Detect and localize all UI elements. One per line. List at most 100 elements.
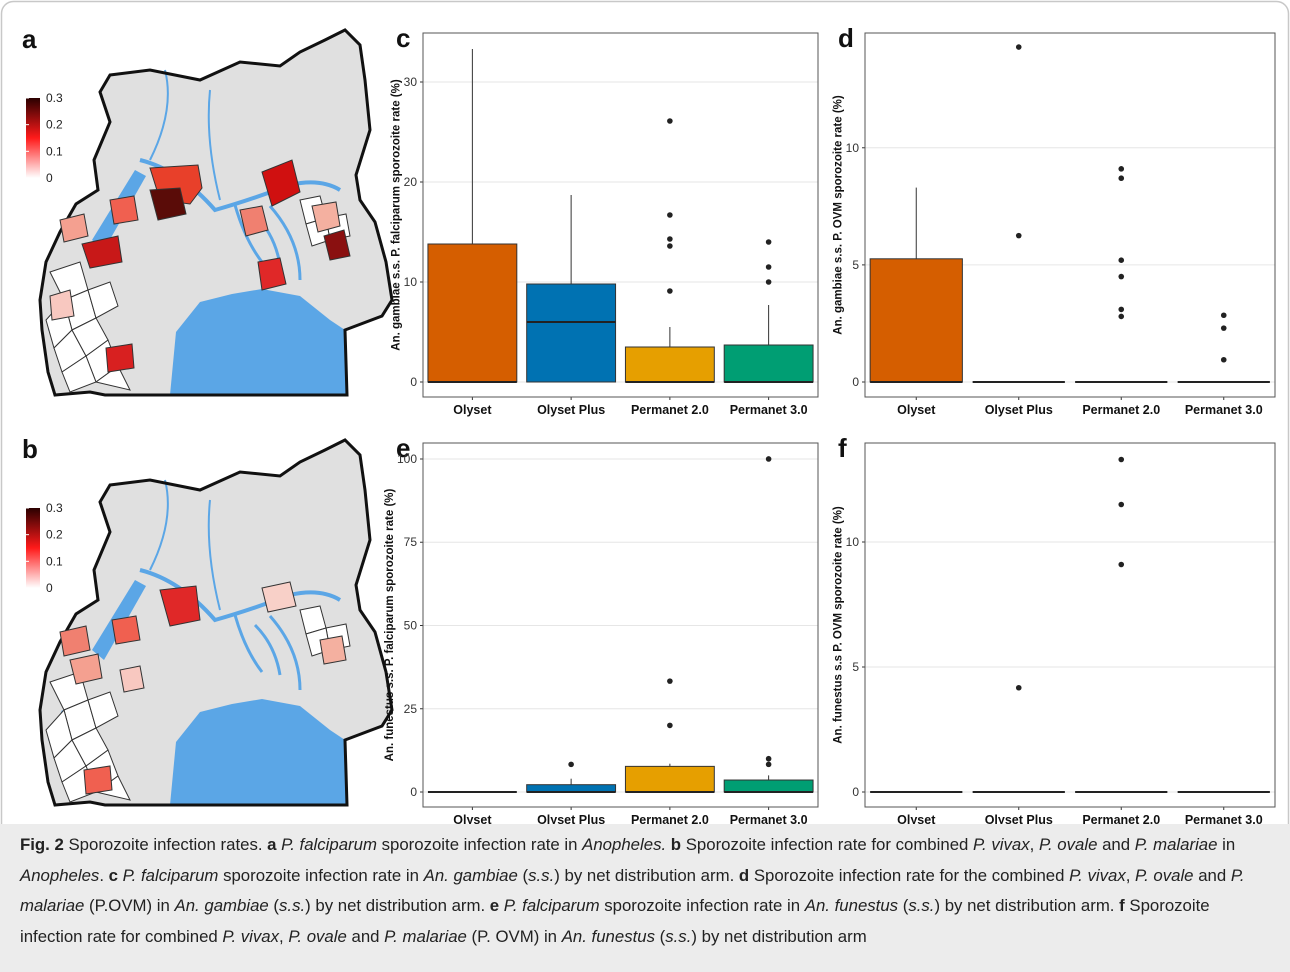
caption-run: (P.OVM) in (84, 896, 175, 915)
outlier (1015, 232, 1022, 239)
x-tick-label: Permanet 3.0 (1185, 813, 1263, 824)
x-tick-label: Permanet 3.0 (730, 403, 808, 417)
caption-run: An. gambiae (174, 896, 269, 915)
outlier (1118, 273, 1125, 280)
outlier (1015, 684, 1022, 691)
legend-tick-label: 0.1 (46, 144, 63, 158)
x-tick-label: Permanet 2.0 (1082, 813, 1160, 824)
box (526, 283, 617, 383)
box (624, 765, 715, 793)
x-tick-label: Olyset (453, 403, 492, 417)
y-tick-label: 75 (404, 535, 418, 549)
caption-run: ( (654, 926, 666, 946)
figure-frame (0, 0, 1290, 824)
map-panel (38, 28, 394, 397)
panel-label: a (22, 24, 37, 54)
caption-run: Fig. 2 (20, 835, 69, 854)
outlier (667, 678, 673, 684)
caption-run: s.s. (908, 896, 935, 915)
caption-run: P. vivax (222, 926, 280, 946)
outlier (1118, 313, 1125, 320)
y-axis-title: An. funestus s.s P. OVM sporozoite rate … (833, 506, 845, 744)
legend-tick-label: 0.3 (46, 501, 63, 515)
caption-run: An. funestus (804, 896, 899, 915)
outlier (765, 264, 772, 270)
panel-label: e (396, 433, 410, 463)
outlier (1118, 175, 1125, 182)
legend-tick-label: 0.1 (46, 554, 63, 568)
outlier (1220, 312, 1227, 319)
legend-tick-label: 0 (46, 171, 53, 185)
caption-run: b (670, 835, 686, 854)
outlier (1118, 561, 1125, 568)
caption-run: sporozoite infection rate in (218, 865, 424, 885)
caption-run: . (99, 865, 109, 885)
panel-label: c (396, 23, 410, 53)
legend-tick-label: 0.3 (46, 91, 63, 105)
plot-background (865, 443, 1275, 807)
legend-tick-label: 0.2 (46, 528, 63, 542)
outlier (568, 761, 574, 768)
caption-run: s.s. (279, 896, 306, 915)
panel-label: d (838, 23, 854, 53)
plot-border (422, 442, 819, 808)
caption-run: Anopheles. (582, 835, 671, 854)
plot-border (864, 32, 1276, 398)
y-axis-title: An. gambiae s.s. P. OVM sporozoite rate … (833, 95, 845, 335)
caption-run: f (1119, 896, 1130, 915)
caption-run: ( (517, 865, 529, 885)
caption-run: s.s. (528, 865, 555, 885)
box (624, 346, 715, 383)
box (723, 344, 814, 383)
outlier (667, 212, 673, 218)
y-tick-label: 0 (410, 375, 417, 389)
caption-run: P. falciparum (281, 835, 377, 854)
caption-run: P. malariae (1134, 835, 1218, 854)
caption-run: a (267, 835, 282, 854)
y-tick-label: 100 (397, 452, 417, 466)
caption-run: , (279, 926, 289, 946)
x-tick-label: Permanet 3.0 (1185, 403, 1263, 417)
y-tick-label: 50 (404, 618, 418, 632)
outlier (1015, 44, 1022, 50)
plot-border (864, 442, 1276, 808)
outlier (1118, 257, 1125, 264)
outlier (765, 456, 772, 462)
x-tick-label: Olyset (453, 813, 492, 824)
caption-run: P. ovale (1038, 835, 1098, 854)
caption-run: P. ovale (288, 926, 347, 946)
y-tick-label: 25 (404, 702, 418, 716)
caption-run: An. gambiae (423, 865, 518, 885)
x-tick-label: Olyset (897, 813, 936, 824)
caption-run: P. malariae (384, 926, 467, 946)
x-tick-label: Olyset Plus (985, 403, 1053, 417)
x-tick-label: Olyset (897, 403, 936, 417)
box (427, 243, 518, 383)
box (723, 779, 814, 793)
caption-run: e (489, 896, 504, 915)
outlier (1118, 166, 1125, 172)
outlier (1118, 456, 1125, 463)
caption-run: P. vivax (1069, 865, 1126, 885)
outlier (667, 243, 673, 249)
outlier (667, 236, 673, 242)
caption-run: sporozoite infection rate in (376, 835, 583, 854)
map-panel (38, 438, 394, 807)
caption-run: P. malariae (20, 865, 1245, 916)
y-tick-label: 10 (404, 275, 418, 289)
caption-run: ( (268, 896, 280, 915)
y-tick-label: 30 (404, 75, 418, 89)
x-tick-label: Permanet 3.0 (730, 813, 808, 824)
y-tick-label: 5 (852, 258, 859, 272)
legend-tick-label: 0.2 (46, 118, 63, 132)
caption-run: P. falciparum (122, 865, 219, 885)
outlier (667, 722, 673, 729)
caption-run: ) by net distribution arm. (554, 865, 739, 885)
legend-colorbar (26, 508, 40, 588)
y-axis-title: An. gambiae s.s. P. falciparum sporozoit… (391, 79, 403, 351)
caption-run: d (738, 865, 754, 885)
